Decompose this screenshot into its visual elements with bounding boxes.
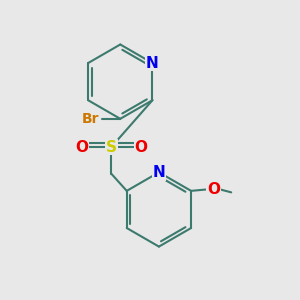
- Text: S: S: [106, 140, 117, 154]
- Text: N: N: [146, 56, 159, 70]
- Text: O: O: [135, 140, 148, 154]
- Text: O: O: [207, 182, 220, 197]
- Text: O: O: [75, 140, 88, 154]
- Text: Br: Br: [82, 112, 99, 126]
- Text: N: N: [152, 165, 165, 180]
